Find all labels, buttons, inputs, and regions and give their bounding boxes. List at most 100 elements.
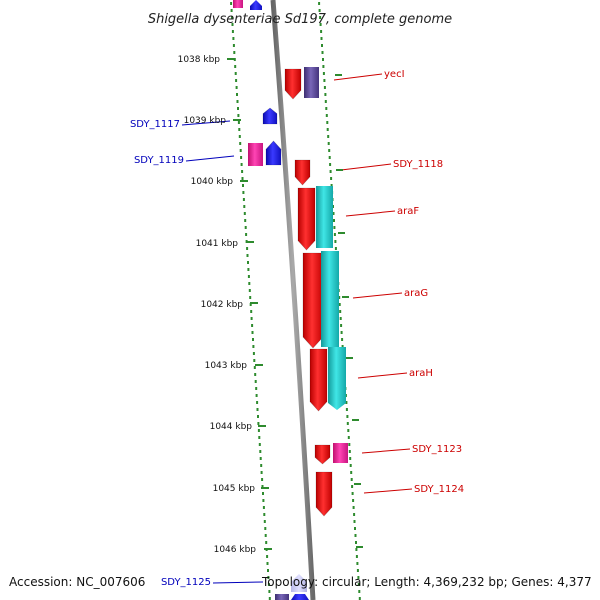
gene-arag	[302, 252, 324, 349]
gene-purple	[304, 67, 319, 98]
leader-line	[357, 372, 408, 379]
tick-label: 1039 kbp	[184, 116, 227, 126]
track-dot	[349, 457, 352, 460]
ruler-ticks	[227, 58, 363, 550]
track-dot	[334, 240, 337, 243]
track-dot	[231, 30, 234, 33]
track-dot	[265, 541, 268, 544]
track-dot	[252, 345, 255, 348]
track-dot	[258, 436, 261, 439]
leader-line	[352, 292, 403, 299]
leader-line	[340, 163, 392, 171]
gene-araf-cyan	[316, 186, 333, 248]
gene-label-sdy-1125[interactable]: SDY_1125	[161, 577, 211, 588]
track-dot	[350, 478, 353, 481]
gene-label-arah[interactable]: araH	[409, 368, 433, 379]
track-dot	[358, 597, 361, 600]
track-dot	[242, 191, 245, 194]
track-dot	[262, 492, 264, 495]
track-dot	[234, 65, 237, 68]
gene-label-sdy-1119[interactable]: SDY_1119	[134, 155, 184, 166]
track-dot	[235, 86, 238, 89]
track-dot	[233, 51, 236, 54]
gene-label-yeci[interactable]: yecI	[384, 69, 405, 80]
track-dot	[255, 394, 258, 397]
track-dot	[355, 548, 358, 551]
tick-label: 1045 kbp	[213, 484, 256, 494]
track-dot	[340, 331, 343, 334]
track-dot	[354, 534, 357, 537]
track-dot	[339, 317, 342, 320]
ruler-tick	[261, 487, 269, 489]
track-dot	[254, 373, 257, 376]
track-dot	[358, 590, 361, 593]
gene-partial	[275, 594, 289, 600]
track-dot	[241, 170, 244, 173]
track-dot	[232, 37, 235, 40]
gene-araf	[297, 187, 316, 251]
track-dot	[321, 51, 324, 54]
track-dot	[267, 569, 269, 572]
gene-label-araf[interactable]: araF	[397, 206, 419, 217]
accession-text: Accession: NC_007606	[9, 575, 145, 589]
ruler-tick	[227, 58, 235, 60]
track-dot	[350, 471, 353, 474]
track-dot	[354, 527, 356, 530]
track-dot	[330, 184, 333, 187]
gene-label-sdy-1124[interactable]: SDY_1124	[414, 484, 464, 495]
gene-label-sdy-1118[interactable]: SDY_1118	[393, 159, 443, 170]
track-dot	[266, 555, 269, 558]
track-dot	[327, 142, 330, 145]
track-dot	[326, 128, 329, 131]
track-dot	[251, 331, 254, 334]
track-dot	[249, 303, 252, 306]
track-dot	[240, 163, 243, 166]
track-dot	[341, 338, 344, 341]
track-dot	[252, 338, 254, 341]
gene-partial	[291, 594, 309, 600]
ruler-tick	[346, 357, 353, 359]
ruler-tick	[246, 241, 254, 243]
track-dot	[347, 436, 350, 439]
gene-label-sdy-1123[interactable]: SDY_1123	[412, 444, 462, 455]
gene-label-arag[interactable]: araG	[404, 288, 428, 299]
gene-label-sdy-1117[interactable]: SDY_1117	[130, 119, 180, 130]
tick-label: 1042 kbp	[201, 300, 244, 310]
track-dot	[355, 555, 358, 558]
track-dot	[250, 317, 253, 320]
tick-label: 1038 kbp	[178, 55, 221, 65]
track-dot	[329, 170, 332, 173]
tick-label: 1041 kbp	[196, 239, 239, 249]
gene-sdy-1118	[294, 159, 311, 186]
track-dot	[260, 464, 263, 467]
track-dot	[263, 520, 266, 523]
track-dot	[318, 2, 321, 5]
track-dot	[260, 471, 263, 474]
leader-line	[212, 581, 264, 584]
track-dot	[246, 254, 249, 257]
track-dot	[357, 576, 360, 579]
track-dot	[320, 30, 323, 33]
track-dot	[352, 499, 355, 502]
track-dot	[258, 443, 261, 446]
ruler-tick	[338, 232, 345, 234]
track-dot	[266, 562, 269, 565]
track-dot	[239, 149, 242, 152]
track-dot	[347, 429, 350, 432]
track-dot	[230, 2, 233, 5]
track-dot	[319, 16, 322, 19]
tick-label: 1044 kbp	[210, 422, 253, 432]
track-dot	[329, 163, 332, 166]
track-dot	[349, 464, 352, 467]
track-dot	[319, 23, 322, 26]
track-dot	[326, 121, 329, 124]
track-dot	[242, 184, 244, 187]
track-dot	[327, 135, 330, 138]
track-dot	[323, 79, 326, 82]
track-dot	[255, 387, 258, 390]
track-dot	[244, 226, 247, 229]
track-dot	[332, 212, 335, 215]
track-dot	[239, 142, 242, 145]
track-dot	[356, 569, 359, 572]
